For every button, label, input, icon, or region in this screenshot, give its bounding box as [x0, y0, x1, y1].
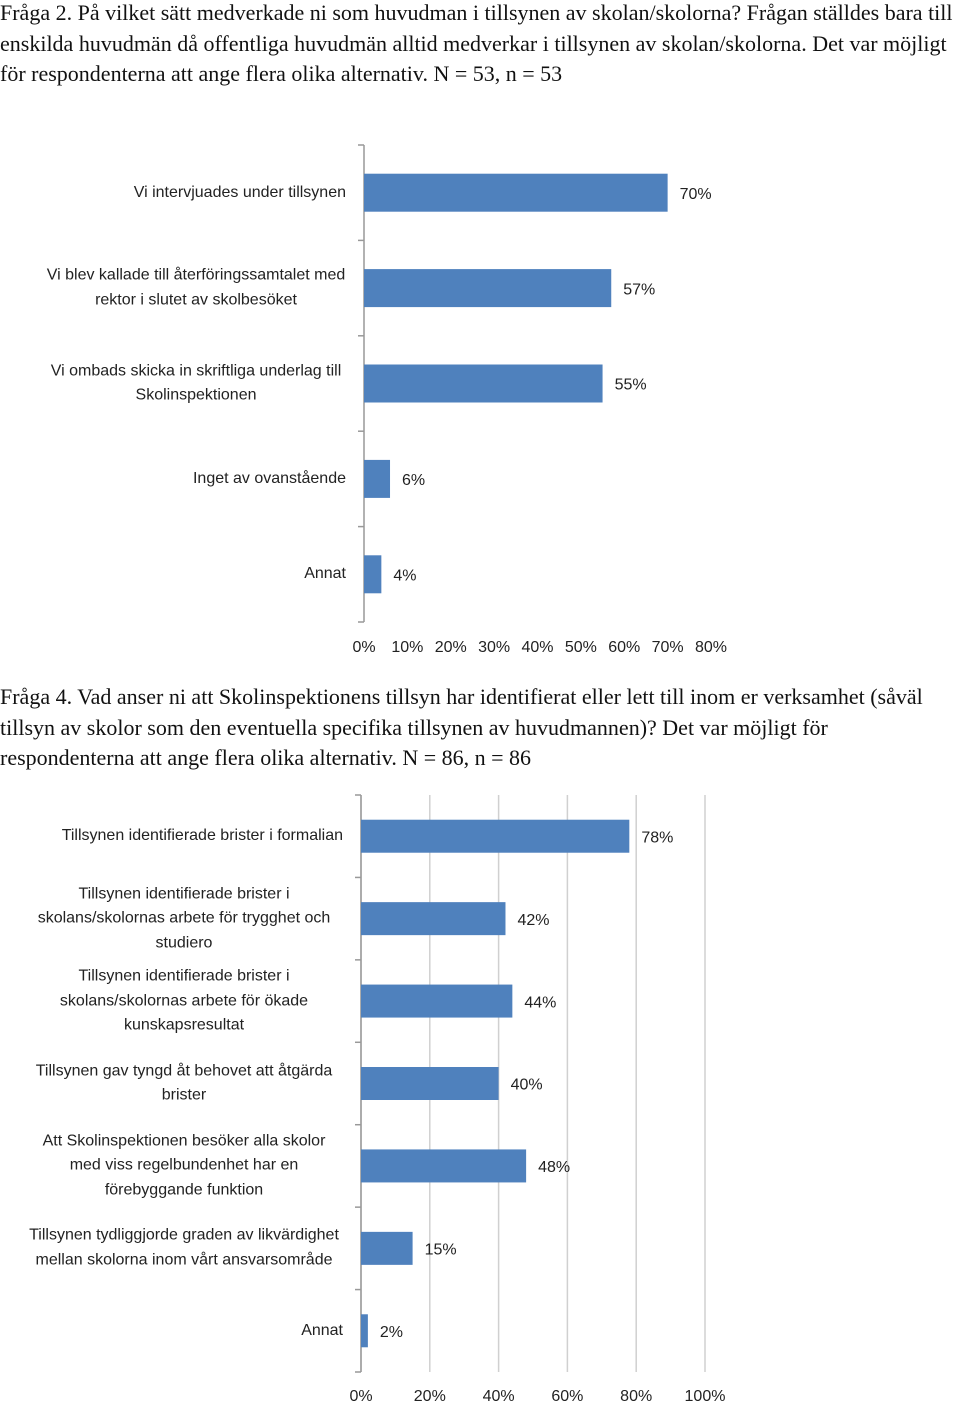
value-label: 48%	[538, 1159, 570, 1176]
x-tick-label: 60%	[551, 1388, 583, 1405]
x-tick-label: 50%	[565, 639, 597, 656]
x-tick-label: 80%	[695, 639, 727, 656]
category-text: Tillsynen gav tyngd åt behovet att åtgär…	[35, 1062, 333, 1104]
category-label: Inget av ovanstående	[0, 467, 346, 492]
bar	[364, 173, 668, 212]
x-tick-label: 70%	[652, 639, 684, 656]
bar	[364, 555, 382, 594]
x-tick-label: 40%	[483, 1388, 515, 1405]
category-text: Inget av ovanstående	[192, 469, 346, 487]
bar	[361, 819, 630, 853]
category-text: Annat	[304, 565, 346, 583]
x-tick-label: 40%	[521, 639, 553, 656]
value-label: 15%	[425, 1242, 457, 1259]
category-label: Att Skolinspektionen besöker alla skolor…	[0, 1129, 343, 1203]
bar	[364, 364, 603, 403]
category-text: Att Skolinspektionen besöker alla skolor…	[42, 1132, 326, 1199]
bar	[361, 1067, 499, 1100]
x-tick-label: 10%	[391, 639, 423, 656]
category-label: Tillsynen identifierade brister i skolan…	[0, 882, 343, 956]
value-label: 57%	[623, 281, 655, 298]
category-text: Tillsynen identifierade brister i formal…	[61, 826, 343, 844]
x-tick-label: 30%	[478, 639, 510, 656]
category-label: Vi ombads skicka in skriftliga underlag …	[0, 359, 346, 408]
bar	[364, 269, 612, 308]
category-text: Tillsynen identifierade brister i skolan…	[37, 884, 331, 951]
category-label: Vi intervjuades under tillsynen	[0, 180, 346, 205]
chart-title: Fråga 2. På vilket sätt medverkade ni so…	[0, 0, 953, 86]
category-text: Tillsynen tydliggjorde graden av likvärd…	[29, 1226, 339, 1269]
category-label: Annat	[0, 1319, 343, 1344]
value-label: 44%	[524, 994, 556, 1011]
bar	[361, 984, 513, 1018]
x-tick-label: 0%	[352, 639, 375, 656]
x-tick-label: 60%	[608, 639, 640, 656]
x-tick-label: 80%	[620, 1388, 652, 1405]
value-label: 2%	[380, 1324, 403, 1341]
category-label: Tillsynen identifierade brister i formal…	[0, 824, 343, 849]
category-label: Annat	[0, 562, 346, 587]
value-label: 6%	[402, 472, 425, 489]
category-text: Annat	[301, 1321, 343, 1339]
value-label: 4%	[393, 568, 416, 585]
category-label: Vi blev kallade till återföringssamtalet…	[0, 264, 346, 313]
bar	[364, 459, 391, 498]
category-text: Tillsynen identifierade brister i skolan…	[59, 967, 309, 1034]
category-text: Vi ombads skicka in skriftliga underlag …	[50, 362, 342, 404]
value-label: 42%	[517, 912, 549, 929]
category-text: Vi intervjuades under tillsynen	[133, 183, 346, 201]
x-tick-label: 20%	[414, 1388, 446, 1405]
category-text: Vi blev kallade till återföringssamtalet…	[46, 266, 346, 309]
chart-title: Fråga 4. Vad anser ni att Skolinspektion…	[0, 684, 923, 770]
x-tick-label: 0%	[349, 1388, 372, 1405]
category-label: Tillsynen gav tyngd åt behovet att åtgär…	[0, 1059, 343, 1108]
category-label: Tillsynen tydliggjorde graden av likvärd…	[0, 1224, 343, 1273]
category-label: Tillsynen identifierade brister i skolan…	[0, 964, 343, 1038]
value-label: 40%	[511, 1077, 543, 1094]
x-tick-label: 100%	[685, 1388, 726, 1405]
bar	[361, 1231, 413, 1265]
value-label: 70%	[680, 186, 712, 203]
x-tick-label: 20%	[435, 639, 467, 656]
bar	[361, 902, 506, 936]
value-label: 55%	[615, 377, 647, 394]
bar	[361, 1149, 527, 1183]
bar	[361, 1314, 368, 1348]
value-label: 78%	[641, 829, 673, 846]
